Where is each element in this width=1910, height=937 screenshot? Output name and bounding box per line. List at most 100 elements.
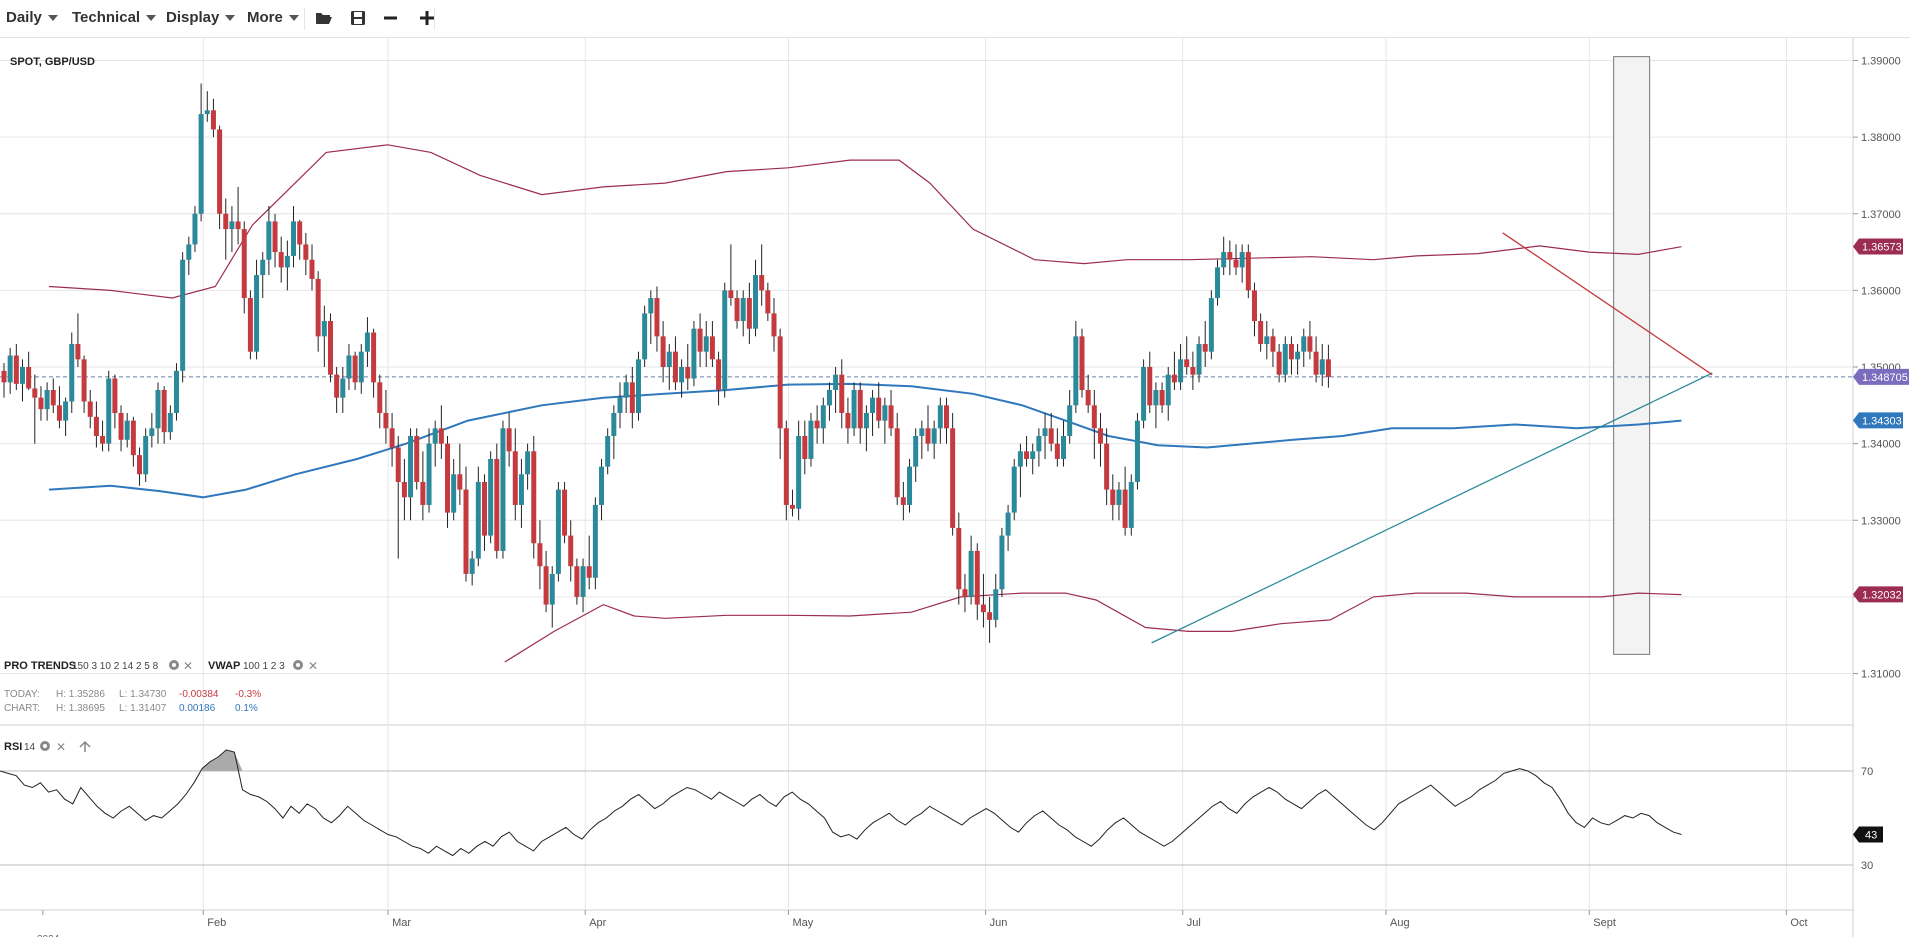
candle-body bbox=[1171, 374, 1177, 383]
candle-body bbox=[907, 466, 913, 505]
technical-menu-button[interactable]: Technical bbox=[72, 0, 157, 36]
save-button[interactable] bbox=[345, 6, 371, 30]
candle-body bbox=[691, 328, 697, 379]
close-icon[interactable]: ✕ bbox=[308, 659, 318, 673]
candle-body bbox=[124, 420, 130, 440]
candle bbox=[1251, 282, 1257, 337]
candle bbox=[1227, 240, 1233, 276]
projection-box bbox=[1613, 56, 1651, 655]
candle-body bbox=[1104, 443, 1110, 490]
candle-body bbox=[1067, 405, 1073, 436]
pro-trends-params: 150 3 10 2 14 2 5 8 bbox=[72, 661, 159, 672]
candle bbox=[481, 474, 487, 551]
candle-body bbox=[1141, 367, 1147, 421]
candle-body bbox=[1251, 290, 1257, 322]
candle bbox=[777, 328, 783, 459]
display-menu-label: Display bbox=[166, 9, 220, 26]
candle-body bbox=[833, 374, 839, 390]
candle-body bbox=[408, 435, 414, 498]
candle-body bbox=[709, 336, 715, 360]
candle bbox=[925, 405, 931, 452]
candle-body bbox=[494, 458, 500, 551]
candle bbox=[1110, 474, 1116, 521]
zoom-in-button[interactable] bbox=[414, 6, 440, 30]
x-tick-label: Jun bbox=[990, 917, 1008, 929]
candle bbox=[753, 259, 759, 337]
trendlines bbox=[1151, 232, 1713, 644]
candle-body bbox=[63, 401, 69, 421]
candle-body bbox=[1061, 435, 1067, 459]
price-badges: 1.36573 1.348705 1.34303 1.32032 43 bbox=[1853, 238, 1909, 843]
candle bbox=[839, 359, 845, 429]
rsi-tick-label: 70 bbox=[1861, 766, 1873, 778]
candle-body bbox=[796, 435, 802, 509]
candle bbox=[1264, 321, 1270, 360]
candle-body bbox=[1208, 298, 1214, 352]
zoom-out-button[interactable] bbox=[378, 6, 404, 30]
candle-body bbox=[703, 336, 709, 352]
candle-body bbox=[383, 412, 389, 429]
lower-band-value: 1.32032 bbox=[1862, 589, 1902, 601]
candle-body bbox=[149, 428, 155, 436]
candle bbox=[106, 370, 112, 452]
candle bbox=[1325, 344, 1331, 388]
candle-body bbox=[1319, 359, 1325, 375]
chart-stats-label: CHART: bbox=[4, 703, 40, 714]
candle-body bbox=[1122, 489, 1128, 528]
candle-body bbox=[950, 428, 956, 528]
candle-body bbox=[395, 447, 401, 482]
candle bbox=[1165, 367, 1171, 421]
candle bbox=[691, 321, 697, 387]
candle bbox=[1091, 389, 1097, 459]
candle-body bbox=[130, 420, 136, 456]
candle bbox=[537, 520, 543, 590]
candle bbox=[63, 397, 69, 436]
arrow-up-icon[interactable] bbox=[79, 740, 91, 752]
candle bbox=[709, 321, 715, 368]
interval-menu-button[interactable]: Daily bbox=[6, 0, 58, 36]
gear-icon[interactable] bbox=[40, 741, 50, 751]
display-menu-button[interactable]: Display bbox=[166, 0, 236, 36]
grid bbox=[0, 38, 1854, 937]
candle-body bbox=[1017, 451, 1023, 467]
candle bbox=[759, 244, 765, 306]
close-icon[interactable]: ✕ bbox=[56, 740, 66, 754]
candle-body bbox=[235, 221, 241, 230]
candle-body bbox=[999, 535, 1005, 590]
candle-body bbox=[882, 405, 888, 421]
candle bbox=[1178, 344, 1184, 390]
candle bbox=[1295, 344, 1301, 375]
gear-icon[interactable] bbox=[169, 660, 179, 670]
close-icon[interactable]: ✕ bbox=[183, 659, 193, 673]
candle-body bbox=[839, 374, 845, 413]
candle bbox=[1005, 504, 1011, 551]
candle-body bbox=[463, 489, 469, 574]
candle-body bbox=[1079, 336, 1085, 390]
candle-body bbox=[660, 336, 666, 368]
candle bbox=[260, 252, 266, 299]
candle bbox=[1141, 359, 1147, 429]
candle-body bbox=[1159, 389, 1165, 406]
candle-body bbox=[1097, 428, 1103, 444]
candle bbox=[1036, 428, 1042, 467]
candle bbox=[38, 386, 44, 421]
open-folder-button[interactable] bbox=[311, 6, 337, 30]
candle bbox=[469, 550, 475, 586]
candle bbox=[173, 363, 179, 421]
candle bbox=[586, 535, 592, 590]
gear-icon[interactable] bbox=[293, 660, 303, 670]
chevron-down-icon bbox=[288, 15, 299, 22]
rsi-legend: RSI 14 ✕ bbox=[4, 740, 91, 754]
candle bbox=[408, 428, 414, 521]
candle-body bbox=[254, 275, 260, 352]
price-chart[interactable]: 1.310001.320001.330001.340001.350001.360… bbox=[0, 38, 1910, 937]
candle-body bbox=[543, 566, 549, 605]
more-menu-button[interactable]: More bbox=[247, 0, 299, 36]
candle-body bbox=[1091, 405, 1097, 429]
indicator-lines bbox=[48, 144, 1682, 663]
candle-body bbox=[56, 405, 62, 421]
y-tick-label: 1.37000 bbox=[1861, 209, 1901, 221]
candle-body bbox=[1196, 344, 1202, 375]
candle-body bbox=[697, 328, 703, 352]
candle bbox=[1153, 382, 1159, 429]
